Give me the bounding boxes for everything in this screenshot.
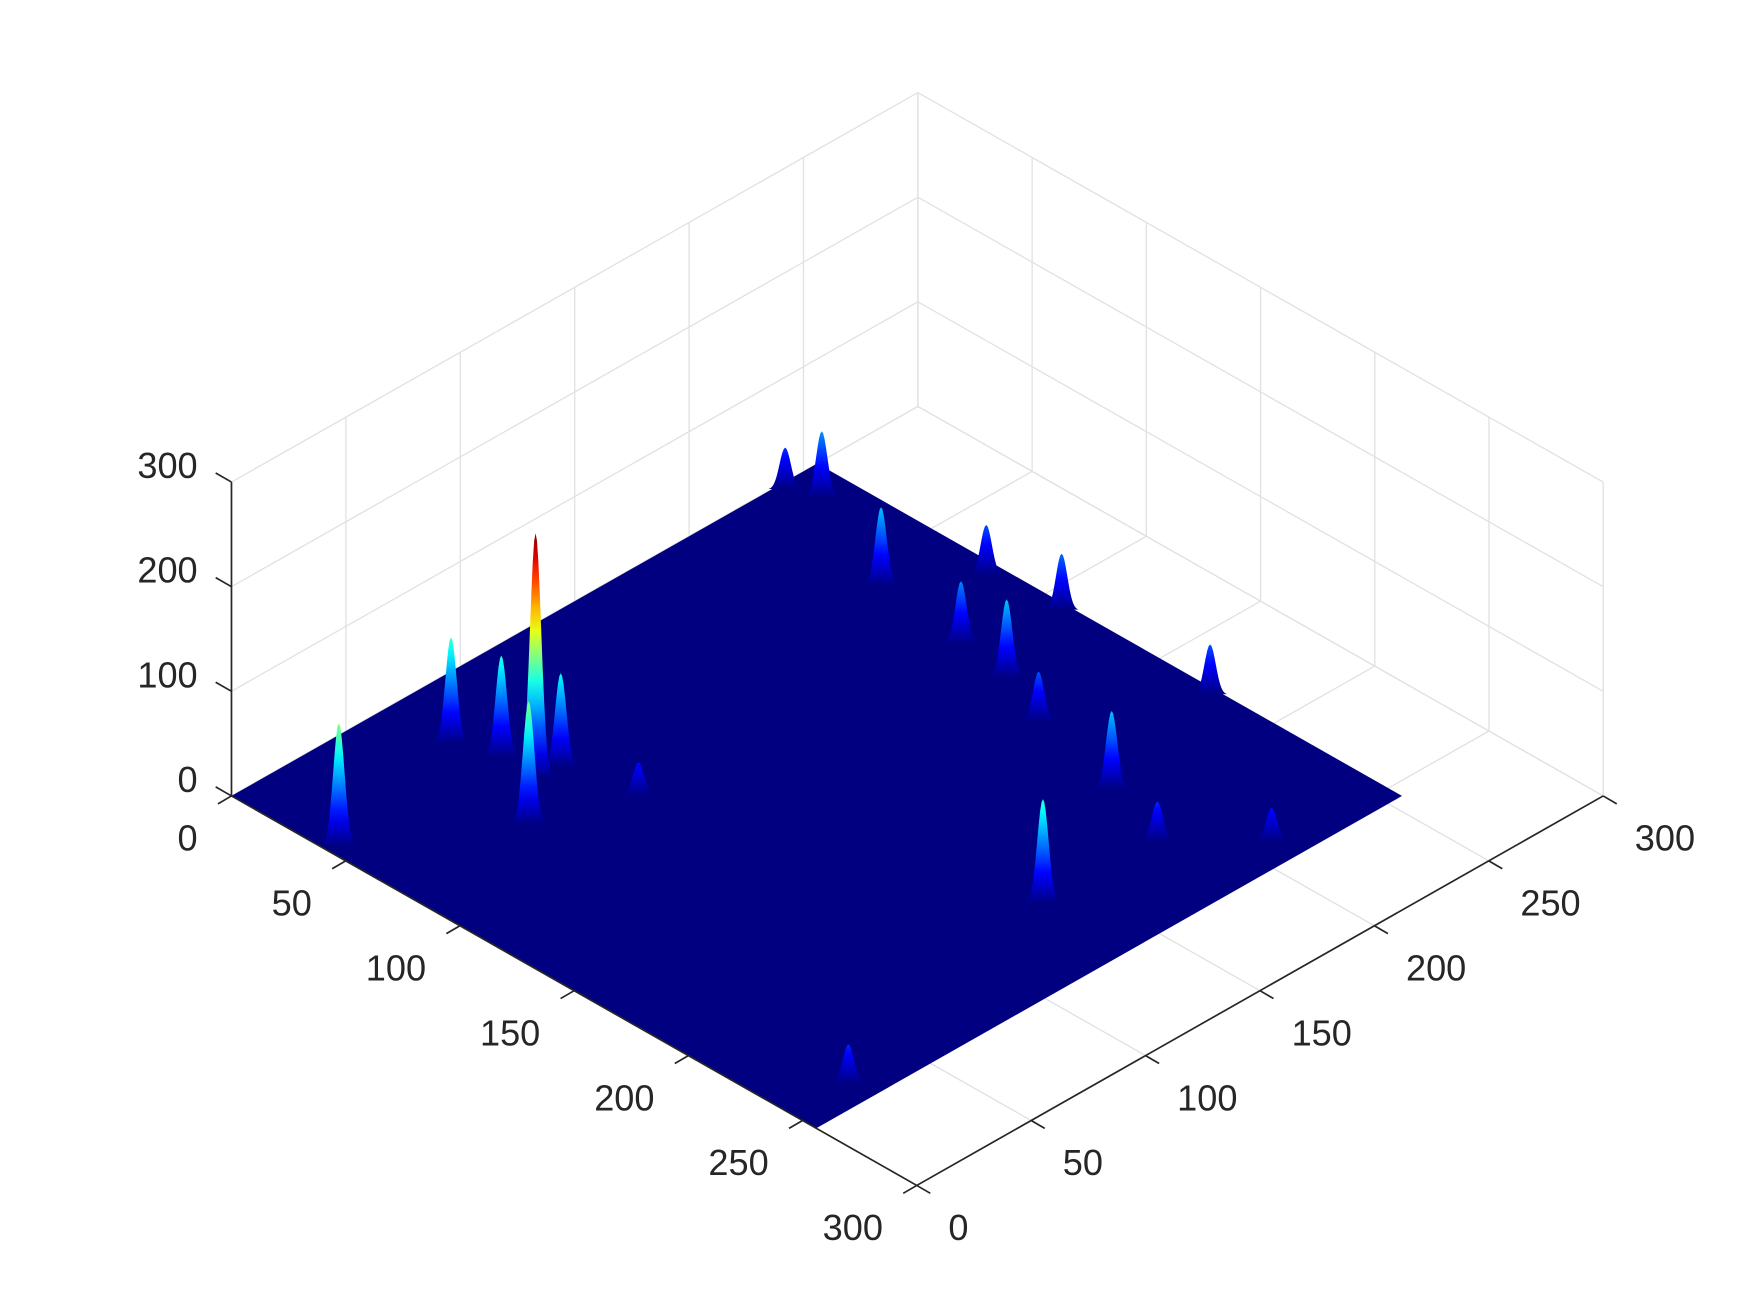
z-tick [215,681,232,693]
y-tick-label: 300 [823,1207,883,1248]
surface-peak [543,673,578,767]
surface-peak [989,599,1024,677]
y-tick [902,1184,918,1195]
surface-plane [231,463,1403,1129]
surface-peak [621,762,656,796]
y-tick [674,1054,689,1065]
surface-peak [321,723,356,846]
surface-peak [804,431,839,497]
z-tick [215,786,232,797]
surface-peak [1140,801,1175,841]
surface-peak [1193,644,1228,695]
y-tick-label: 200 [594,1077,654,1118]
surface-peak [1254,807,1289,841]
x-tick [1030,1119,1046,1130]
grid-line [917,91,1604,483]
y-tick-label: 100 [366,947,426,988]
y-tick [331,860,347,870]
y-tick [560,989,575,1000]
grid-line [917,405,1604,797]
z-tick-label: 0 [178,759,198,800]
surface-peak [511,701,546,824]
z-tick [215,576,232,588]
x-tick [916,1184,931,1195]
z-tick-label: 200 [137,550,197,591]
x-tick [1145,1054,1160,1065]
y-tick [217,795,232,805]
x-tick-label: 50 [1063,1142,1103,1183]
surface-peak [434,637,468,743]
grid-line [917,301,1604,692]
y-tick [788,1119,803,1130]
surface-peak [864,507,898,585]
surface-peak [484,655,519,756]
surface-peak [1025,799,1060,903]
x-tick [1602,795,1618,805]
surface-peak [1044,553,1079,610]
x-tick [1488,860,1503,870]
y-tick-label: 0 [178,818,198,859]
surface-peak [969,524,1004,575]
grid-line [231,301,919,692]
x-tick-label: 250 [1520,883,1580,924]
x-tick [1259,989,1274,1000]
y-tick [445,925,461,935]
surface-peak [768,447,803,490]
z-tick [215,472,232,483]
grid-line [917,196,1604,588]
y-tick-label: 250 [708,1142,768,1183]
surface-peak [831,1044,866,1084]
surface-peak [1094,710,1129,789]
surface-peak [944,581,978,644]
x-tick-label: 100 [1177,1077,1237,1118]
grid-line [231,196,919,588]
x-tick [1373,925,1389,935]
y-tick-label: 50 [272,883,312,924]
x-tick-label: 150 [1292,1012,1352,1053]
surface-peak [1021,671,1056,722]
x-tick-label: 300 [1635,818,1695,859]
grid-line [231,91,919,483]
x-tick-label: 0 [948,1207,968,1248]
x-tick-label: 200 [1406,947,1466,988]
z-tick-label: 300 [137,445,197,486]
z-tick-label: 100 [137,654,197,695]
y-tick-label: 150 [480,1012,540,1053]
